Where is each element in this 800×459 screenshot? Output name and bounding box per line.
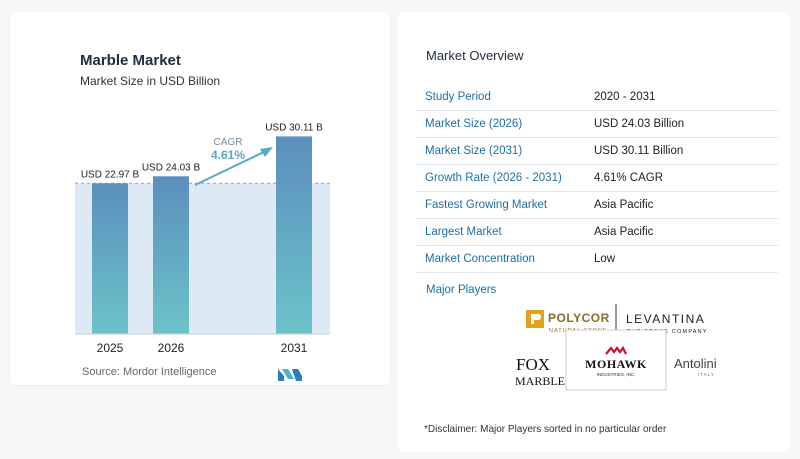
chart-subtitle: Market Size in USD Billion	[80, 74, 221, 88]
antolini-logo: Antolini ITALY	[674, 356, 717, 377]
overview-label: Fastest Growing Market	[425, 199, 548, 211]
bar-2031	[276, 136, 312, 334]
mordor-intelligence-logo-icon	[278, 369, 302, 381]
overview-label: Market Size (2031)	[425, 145, 523, 157]
mohawk-logo: MOHAWK INDUSTRIES, INC.	[585, 345, 647, 377]
overview-value: Asia Pacific	[594, 199, 654, 211]
fox-marble-subtext: MARBLE	[515, 374, 565, 388]
disclaimer-text: *Disclaimer: Major Players sorted in no …	[424, 424, 667, 435]
overview-row: Growth Rate (2026 - 2031) 4.61% CAGR	[416, 165, 778, 192]
overview-value: Low	[594, 253, 616, 265]
bar-chart: USD 22.97 B 2025 USD 24.03 B 2026 USD 30.11 …	[75, 122, 330, 355]
overview-value: 4.61% CAGR	[594, 172, 664, 184]
overview-row: Largest Market Asia Pacific	[416, 219, 778, 246]
cagr-value: 4.61%	[211, 148, 245, 162]
source-text: Source: Mordor Intelligence	[82, 366, 217, 378]
fox-name: FOX	[516, 355, 550, 374]
overview-value: Asia Pacific	[594, 226, 654, 238]
overview-row: Study Period 2020 - 2031	[416, 84, 778, 111]
overview-row: Fastest Growing Market Asia Pacific	[416, 192, 778, 219]
antolini-subtext: ITALY	[698, 372, 715, 377]
overview-value: 2020 - 2031	[594, 91, 656, 103]
overview-title: Market Overview	[426, 48, 524, 63]
overview-table: Study Period 2020 - 2031 Market Size (20…	[416, 84, 778, 273]
polycor-name: POLYCOR	[548, 311, 610, 325]
data-label-2031: USD 30.11 B	[265, 122, 323, 133]
overview-row: Market Size (2031) USD 30.11 Billion	[416, 138, 778, 165]
bar-2026	[153, 176, 189, 334]
overview-row: Market Size (2026) USD 24.03 Billion	[416, 111, 778, 138]
mohawk-name: MOHAWK	[585, 357, 647, 371]
x-tick-2031: 2031	[281, 341, 308, 355]
data-label-2026: USD 24.03 B	[142, 162, 201, 173]
cagr-arrow	[194, 149, 269, 186]
overview-label: Market Concentration	[425, 253, 535, 265]
mohawk-mark-icon	[605, 345, 627, 355]
fox-marble-logo: FOX MARBLE	[515, 355, 565, 388]
x-tick-2025: 2025	[97, 341, 124, 355]
market-overview-panel: Market Overview Study Period 2020 - 2031…	[398, 12, 790, 452]
overview-row: Market Concentration Low	[416, 246, 778, 273]
major-players-title: Major Players	[426, 284, 497, 296]
chart-title: Marble Market	[80, 52, 181, 69]
levantina-subtext: THE STONE COMPANY	[627, 329, 708, 335]
overview-value: USD 30.11 Billion	[594, 145, 684, 157]
data-label-2025: USD 22.97 B	[81, 169, 140, 180]
overview-label: Market Size (2026)	[425, 118, 523, 130]
bar-2025	[92, 183, 128, 334]
cagr-arrowhead-icon	[260, 147, 273, 157]
x-tick-2026: 2026	[158, 341, 185, 355]
mohawk-subtext: INDUSTRIES, INC.	[597, 372, 636, 377]
levantina-logo: LEVANTINA THE STONE COMPANY	[626, 312, 708, 335]
levantina-name: LEVANTINA	[626, 312, 705, 326]
overview-label: Study Period	[425, 91, 491, 103]
chart-card: Marble Market Market Size in USD Billion…	[10, 12, 390, 385]
overview-value: USD 24.03 Billion	[594, 118, 685, 130]
overview-label: Growth Rate (2026 - 2031)	[425, 172, 562, 184]
major-players-logos: POLYCOR NATURAL STONE LEVANTINA THE STON…	[515, 304, 717, 391]
overview-label: Largest Market	[425, 226, 502, 238]
cagr-label: CAGR	[214, 137, 243, 148]
antolini-name: Antolini	[674, 356, 717, 371]
